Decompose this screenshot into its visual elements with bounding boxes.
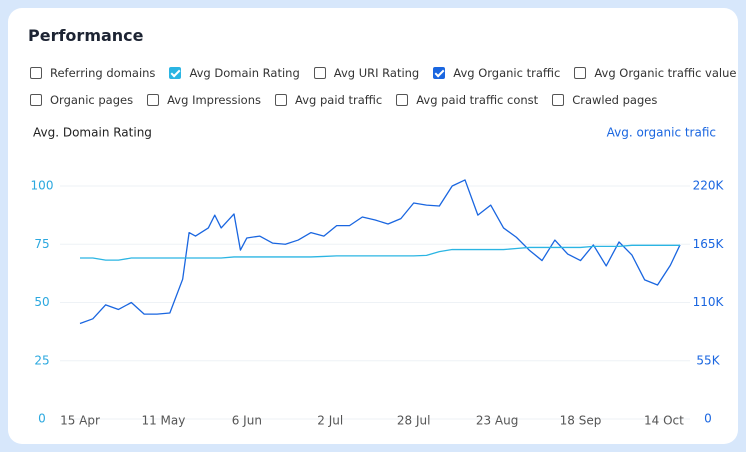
filter-option[interactable]: Avg Organic traffic value	[574, 65, 736, 81]
checkbox[interactable]	[574, 67, 587, 79]
card-title: Performance	[28, 26, 144, 45]
series-line	[79, 179, 681, 325]
y-tick-label: 75	[34, 237, 49, 251]
x-tick-label: 14 Oct	[644, 414, 684, 428]
checkbox[interactable]	[30, 67, 42, 79]
filter-label: Crawled pages	[572, 93, 658, 107]
checkbox[interactable]	[313, 67, 326, 79]
checkbox[interactable]	[396, 94, 409, 106]
x-tick-label: 18 Sep	[560, 414, 602, 428]
filter-label: Avg URI Rating	[333, 66, 420, 80]
filter-option[interactable]: Avg paid traffic	[275, 92, 382, 108]
y2-axis-title: Avg. organic trafic	[607, 126, 716, 140]
filter-option[interactable]: Avg paid traffic const	[396, 92, 538, 108]
y-tick-label: 0	[38, 412, 46, 426]
y2-tick-label: 220K	[693, 179, 725, 193]
x-tick-label: 2 Jul	[317, 414, 343, 428]
x-tick-label: 6 Jun	[232, 414, 262, 428]
x-tick-label: 11 May	[141, 414, 185, 428]
filter-label: Avg Organic traffic	[453, 66, 561, 80]
checkbox[interactable]	[30, 94, 42, 106]
filter-label: Avg Domain Rating	[189, 66, 300, 80]
filter-label: Referring domains	[50, 66, 156, 80]
series-line	[80, 244, 680, 261]
checkbox[interactable]	[169, 67, 182, 79]
filter-option[interactable]: Avg URI Rating	[313, 65, 420, 81]
filter-option[interactable]: Organic pages	[30, 92, 133, 108]
performance-card: Performance Referring domains Avg Domain …	[8, 8, 738, 444]
checkbox[interactable]	[275, 94, 288, 106]
x-tick-label: 23 Aug	[476, 414, 519, 428]
y2-tick-label: 165K	[693, 237, 725, 251]
checkbox[interactable]	[552, 94, 565, 106]
filter-option[interactable]: Avg Impressions	[147, 92, 261, 108]
filter-option[interactable]: Avg Organic traffic	[433, 65, 560, 81]
y-tick-label: 25	[34, 353, 49, 367]
filter-option[interactable]: Avg Domain Rating	[169, 65, 300, 81]
y2-tick-label: 0	[704, 412, 712, 426]
filter-label: Organic pages	[50, 93, 134, 107]
y-tick-label: 100	[31, 179, 54, 193]
checkbox[interactable]	[433, 67, 446, 79]
filter-label: Avg Impressions	[167, 93, 262, 107]
x-tick-label: 28 Jul	[397, 414, 431, 428]
filter-label: Avg paid traffic	[295, 93, 383, 107]
filter-label: Avg paid traffic const	[416, 93, 539, 107]
y-tick-label: 50	[34, 295, 49, 309]
filter-option[interactable]: Referring domains	[30, 65, 155, 81]
x-tick-label: 15 Apr	[60, 414, 100, 428]
filter-list: Referring domains Avg Domain Rating Avg UR…	[30, 65, 740, 108]
filter-label: Avg Organic traffic value	[594, 66, 737, 80]
filter-option[interactable]: Crawled pages	[552, 92, 657, 108]
y-axis-title: Avg. Domain Rating	[33, 126, 152, 140]
y2-tick-label: 55K	[696, 353, 720, 367]
checkbox[interactable]	[147, 94, 160, 106]
y2-tick-label: 110K	[693, 295, 725, 309]
